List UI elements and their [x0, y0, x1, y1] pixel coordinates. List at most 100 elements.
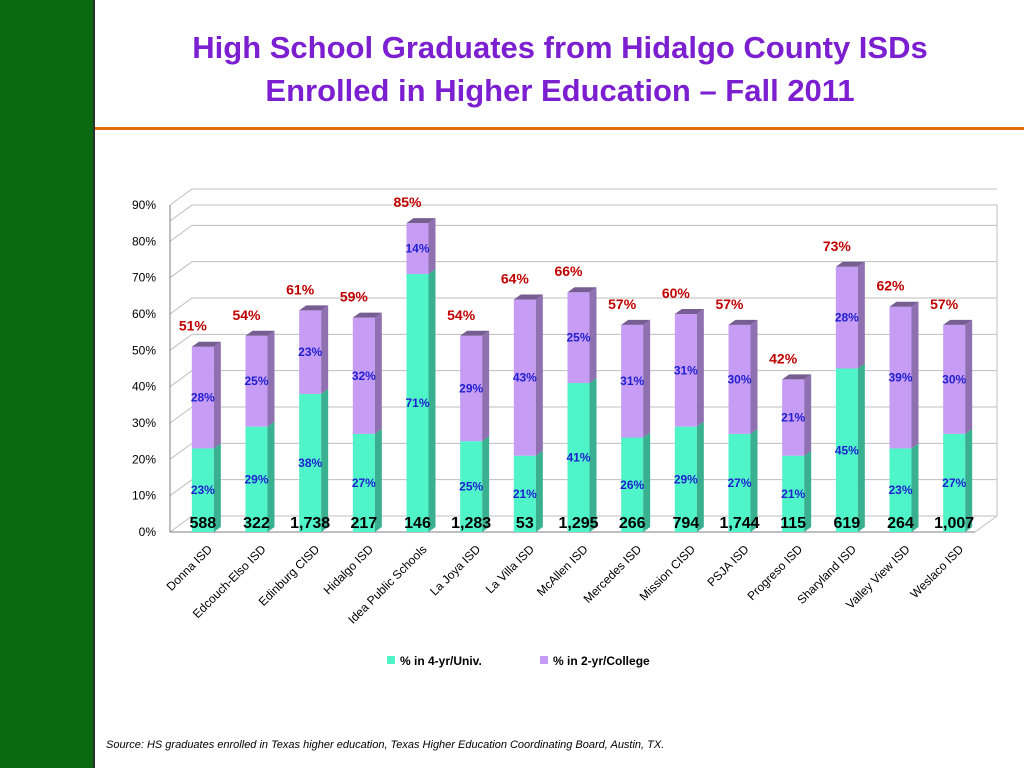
bar-top-face: [621, 319, 651, 325]
bar-top-face: [567, 287, 597, 293]
page-title: High School Graduates from Hidalgo Count…: [100, 26, 1020, 112]
bar-segment-side: [213, 341, 221, 449]
x-category-label: Weslaco ISD: [907, 542, 966, 601]
bar-segment-side: [804, 374, 812, 456]
graduate-count-label: 322: [243, 515, 270, 532]
bar-top-face: [782, 374, 812, 380]
bar-segment-side: [696, 309, 704, 427]
graduate-count-label: 1,744: [719, 515, 759, 532]
segment-value-label: 23%: [888, 483, 912, 497]
bar-segment: [406, 223, 429, 275]
gridline: [169, 188, 997, 206]
total-value-label: 57%: [608, 296, 637, 312]
x-category-label: Mission CISD: [637, 542, 699, 604]
gridline: [169, 297, 997, 315]
bar-segment-side: [643, 319, 651, 438]
segment-value-label: 30%: [727, 372, 751, 386]
total-value-label: 57%: [930, 296, 959, 312]
segment-value-label: 21%: [513, 487, 537, 501]
y-tick-label: 30%: [132, 416, 156, 430]
segment-value-label: 27%: [352, 476, 376, 490]
bar-segment: [245, 335, 268, 427]
segment-value-label: 28%: [191, 391, 215, 405]
bar-segment: [513, 455, 536, 532]
bar-segment-side: [482, 330, 490, 442]
bar-segment-side: [857, 363, 865, 532]
bar-segment: [835, 368, 858, 532]
segment-value-label: 31%: [674, 363, 698, 377]
y-tick-label: 20%: [132, 452, 156, 466]
source-note: Source: HS graduates enrolled in Texas h…: [106, 739, 665, 751]
total-value-label: 85%: [393, 194, 422, 210]
graduate-count-label: 217: [350, 515, 377, 532]
bar-segment-side: [750, 428, 758, 532]
segment-value-label: 21%: [781, 487, 805, 501]
legend-swatch-2yr: [540, 656, 548, 664]
bar-top-face: [943, 319, 973, 325]
bar-top-face: [728, 319, 758, 325]
gridline: [169, 224, 997, 242]
total-value-label: 64%: [501, 270, 530, 286]
bar-segment-side: [750, 319, 758, 434]
segment-value-label: 41%: [566, 451, 590, 465]
bar-top-face: [245, 330, 275, 336]
bar-segment: [674, 426, 697, 532]
bar-segment: [299, 393, 322, 532]
segment-value-label: 29%: [244, 472, 268, 486]
graduate-count-label: 264: [887, 515, 914, 532]
graduate-count-label: 794: [672, 515, 699, 532]
title-line-1: High School Graduates from Hidalgo Count…: [192, 30, 928, 65]
graduate-count-label: 1,738: [290, 515, 330, 532]
segment-value-label: 25%: [244, 374, 268, 388]
title-divider: [95, 127, 1024, 130]
x-category-label: La Villa ISD: [483, 542, 537, 596]
total-value-label: 62%: [876, 278, 905, 294]
bar-segment: [674, 314, 697, 427]
graduate-count-label: 619: [833, 515, 860, 532]
y-tick-label: 80%: [132, 234, 156, 248]
x-category-label: Mercedes ISD: [581, 542, 645, 606]
bar-segment-side: [589, 287, 597, 384]
total-value-label: 51%: [179, 318, 208, 334]
segment-value-label: 38%: [298, 456, 322, 470]
segment-value-label: 31%: [620, 374, 644, 388]
bar-segment-side: [482, 436, 490, 532]
x-category-label: PSJA ISD: [704, 542, 751, 589]
bar-segment: [889, 448, 912, 532]
segment-value-label: 14%: [405, 242, 429, 256]
total-value-label: 54%: [447, 307, 476, 323]
bar-segment: [299, 310, 322, 394]
segment-value-label: 30%: [942, 372, 966, 386]
bar-segment: [406, 274, 429, 532]
bar-top-face: [352, 312, 382, 318]
gridline: [169, 261, 997, 279]
bar-segment-side: [965, 428, 973, 532]
bar-segment-side: [589, 378, 597, 532]
y-tick-label: 0%: [139, 525, 157, 539]
bar-top-face: [674, 309, 704, 314]
bar-segment-side: [321, 305, 329, 394]
bar-segment-side: [374, 428, 382, 532]
total-value-label: 42%: [769, 350, 798, 366]
bar-segment-side: [857, 261, 865, 369]
graduate-count-label: 115: [780, 515, 806, 532]
bar-segment: [460, 335, 483, 442]
segment-value-label: 23%: [191, 483, 215, 497]
bar-segment-side: [267, 330, 275, 427]
segment-value-label: 21%: [781, 411, 805, 425]
bar-top-face: [191, 341, 221, 347]
bar-segment: [567, 383, 590, 532]
total-value-label: 66%: [554, 263, 583, 279]
left-accent-bar: [0, 0, 95, 768]
segment-value-label: 29%: [674, 472, 698, 486]
bar-segment: [191, 346, 214, 449]
bar-segment: [245, 426, 268, 532]
legend-label-4yr: % in 4-yr/Univ.: [400, 654, 482, 668]
bar-segment-side: [696, 421, 704, 532]
total-value-label: 73%: [823, 238, 852, 254]
graduate-count-label: 1,295: [558, 515, 598, 532]
bar-segment: [782, 379, 805, 456]
bar-segment: [782, 455, 805, 532]
bar-segment: [889, 306, 912, 449]
total-value-label: 54%: [232, 307, 261, 323]
